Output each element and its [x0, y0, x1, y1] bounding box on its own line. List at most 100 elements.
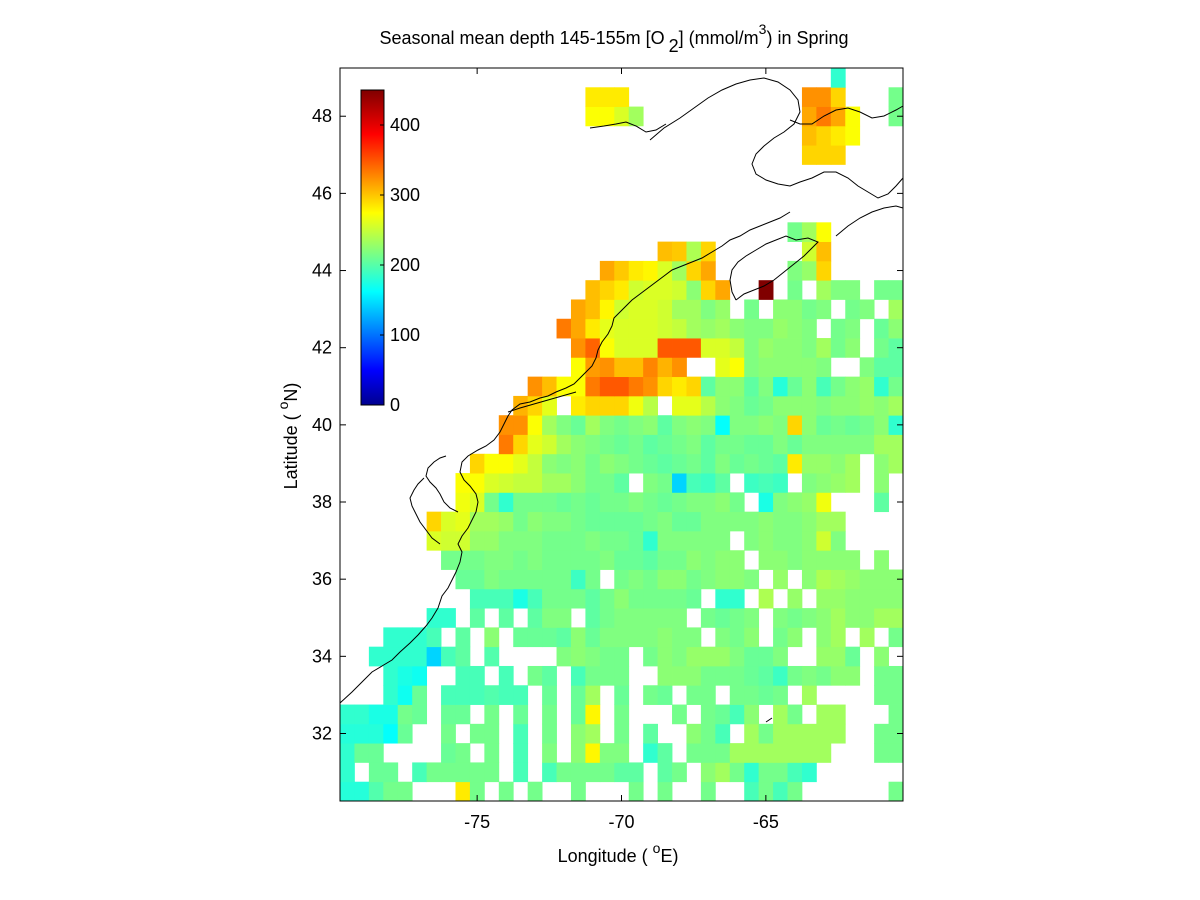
heatmap-cell [830, 415, 846, 435]
heatmap-cell [585, 453, 601, 474]
heatmap-cell [758, 453, 774, 474]
heatmap-cell [643, 357, 658, 378]
heatmap-cell [715, 608, 731, 628]
heatmap-cell [686, 395, 702, 416]
x-axis-label-suffix: E) [660, 846, 678, 866]
heatmap-cell [787, 550, 803, 570]
heatmap-cell [859, 608, 875, 628]
heatmap-cell [513, 473, 529, 493]
heatmap-cell [715, 415, 731, 435]
heatmap-cell [744, 299, 760, 320]
heatmap-cell [874, 453, 889, 474]
heatmap-cell [542, 492, 557, 513]
heatmap-cell [455, 646, 471, 667]
heatmap-cell [340, 781, 355, 802]
heatmap-cell [426, 646, 442, 667]
heatmap-cell [628, 530, 644, 551]
heatmap-cell [513, 743, 529, 763]
y-tick-label: 38 [312, 492, 332, 512]
heatmap-cell [628, 260, 644, 281]
heatmap-cell [513, 550, 529, 570]
heatmap-cell [816, 550, 832, 570]
heatmap-cell [527, 627, 543, 648]
heatmap-cell [585, 318, 601, 339]
heatmap-cell [816, 569, 832, 590]
heatmap-cell [498, 492, 514, 513]
heatmap-cell [570, 415, 586, 435]
heatmap-cell [874, 357, 889, 378]
heatmap-cell [845, 125, 861, 146]
heatmap-cell [455, 743, 471, 763]
heatmap-cell [830, 280, 846, 300]
heatmap-cell [700, 665, 716, 686]
colorbar-ticks: 0 100 200 300 400 [380, 115, 420, 415]
heatmap-cell [412, 646, 428, 667]
colorbar-tick-label: 200 [390, 255, 420, 275]
heatmap-cell [484, 530, 500, 551]
heatmap-cell [787, 415, 803, 435]
heatmap-cell [744, 685, 760, 705]
heatmap-cell [888, 434, 904, 455]
heatmap-cell [570, 685, 586, 705]
heatmap-cell [729, 608, 745, 628]
heatmap-cell [787, 453, 803, 474]
heatmap-cell [816, 492, 832, 513]
heatmap-cell [888, 338, 904, 358]
heatmap-cell [830, 376, 846, 397]
heatmap-cell [744, 627, 760, 648]
heatmap-cell [599, 357, 615, 378]
heatmap-cell [787, 492, 803, 513]
heatmap-cell [426, 608, 442, 628]
heatmap-cell [556, 511, 572, 532]
heatmap-cell [585, 415, 601, 435]
heatmap-cell [570, 434, 586, 455]
heatmap-cell [570, 338, 586, 358]
colorbar-gradient [360, 89, 385, 406]
heatmap-cell [773, 723, 788, 744]
heatmap-cell [599, 395, 615, 416]
heatmap-cell [888, 415, 904, 435]
heatmap-cell [816, 453, 832, 474]
heatmap-cell [585, 106, 601, 127]
heatmap-cell [469, 685, 485, 705]
heatmap-cell [643, 743, 658, 763]
heatmap-cell [469, 453, 485, 474]
heatmap-cell [657, 762, 673, 783]
heatmap-cell [542, 627, 557, 648]
heatmap-cell [527, 453, 543, 474]
heatmap-cell [643, 646, 658, 667]
heatmap-cell [888, 781, 904, 802]
title-prefix: Seasonal mean depth 145-155m [O [379, 28, 664, 48]
heatmap-cell [830, 569, 846, 590]
heatmap-cell [816, 338, 832, 358]
heatmap-cell [570, 511, 586, 532]
heatmap-cell [816, 665, 832, 686]
title-suffix: ) in Spring [766, 28, 848, 48]
heatmap-cell [513, 434, 529, 455]
heatmap-cell [340, 723, 355, 744]
heatmap-cell [628, 511, 644, 532]
heatmap-cell [686, 665, 702, 686]
heatmap-cell [888, 453, 904, 474]
heatmap-cell [830, 453, 846, 474]
x-axis: -75 -70 -65 [464, 68, 779, 832]
heatmap-cell [830, 550, 846, 570]
heatmap-cell [455, 665, 471, 686]
heatmap-cell [556, 530, 572, 551]
heatmap-cell [787, 723, 803, 744]
map-plot-area [339, 67, 904, 802]
heatmap-cell [801, 434, 817, 455]
y-tick-label: 32 [312, 723, 332, 743]
heatmap-cell [729, 395, 745, 416]
heatmap-cell [700, 395, 716, 416]
heatmap-cell [729, 453, 745, 474]
heatmap-cell [816, 299, 832, 320]
heatmap-cell [599, 453, 615, 474]
heatmap-cell [542, 530, 557, 551]
heatmap-cell [599, 743, 615, 763]
heatmap-cell [758, 781, 774, 802]
heatmap-cell [527, 376, 543, 397]
heatmap-cell [801, 415, 817, 435]
x-tick-label: -65 [753, 812, 779, 832]
heatmap-cell [585, 550, 601, 570]
